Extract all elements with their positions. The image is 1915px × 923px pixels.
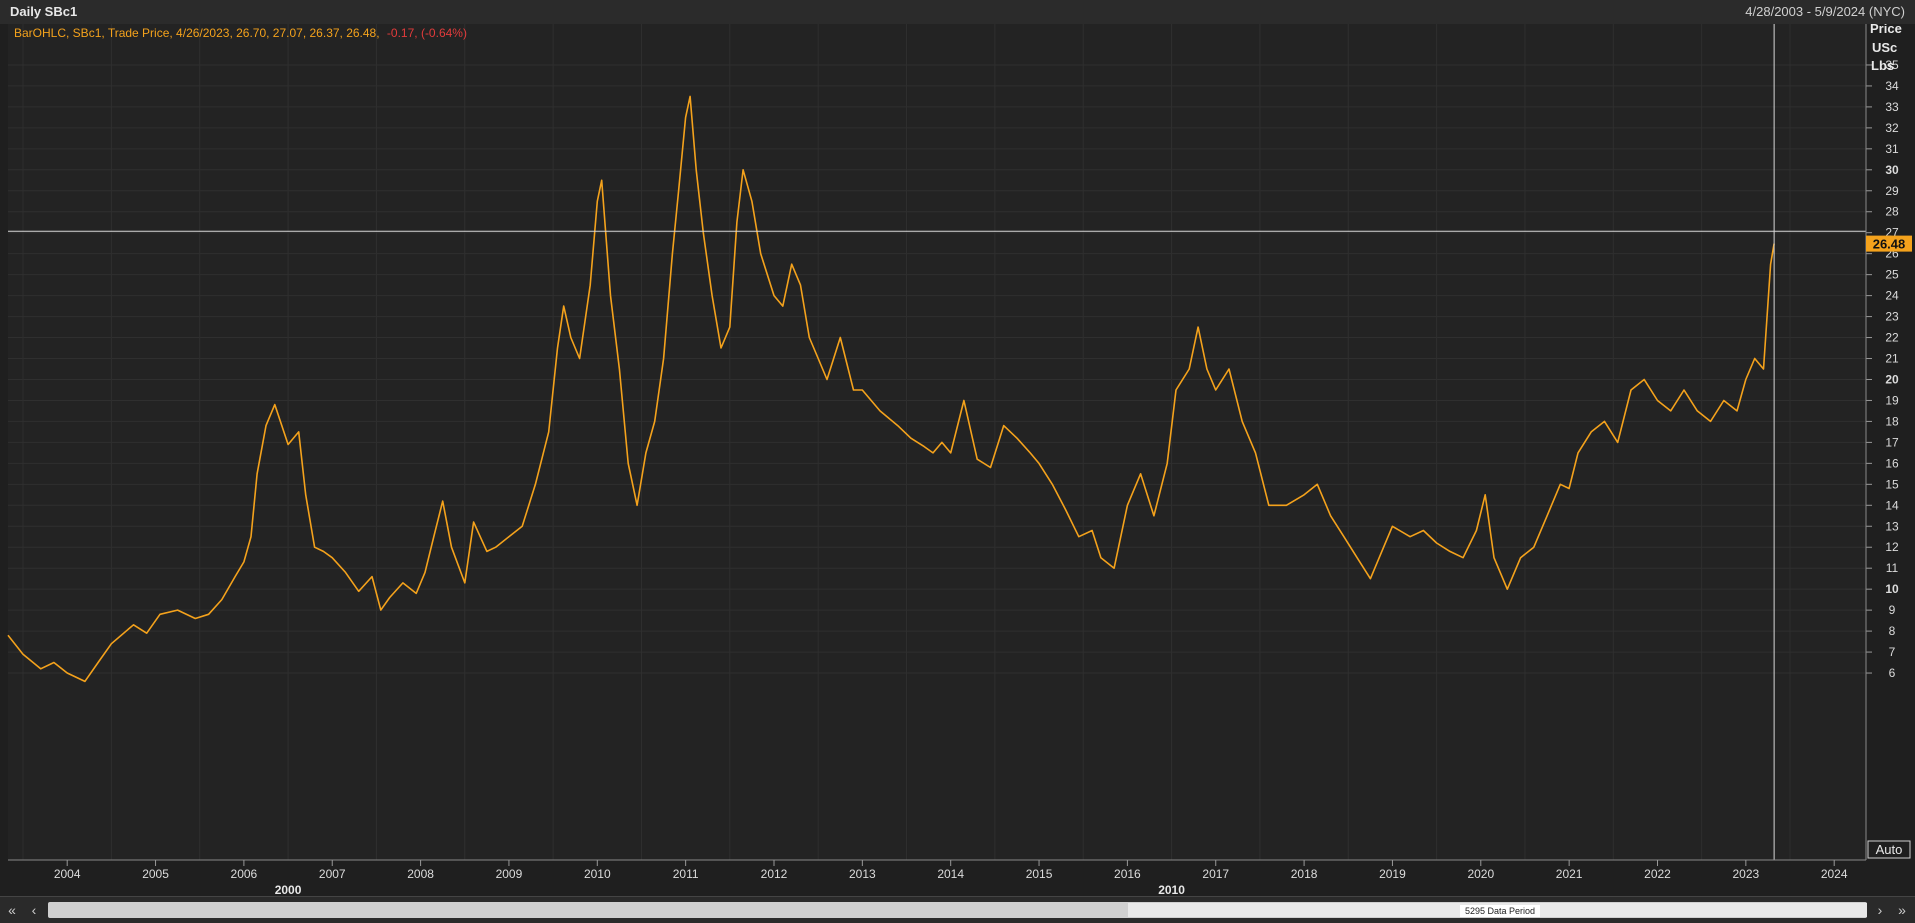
- x-tick-label: 2018: [1291, 867, 1318, 881]
- last-price-label: 26.48: [1873, 237, 1906, 252]
- y-tick-label: 29: [1885, 184, 1899, 198]
- y-tick-label: 18: [1885, 414, 1899, 428]
- date-range: 4/28/2003 - 5/9/2024 (NYC): [1745, 4, 1905, 19]
- legend-change: -0.17, (-0.64%): [387, 26, 467, 40]
- legend-prefix: BarOHLC, SBc1, Trade Price, 4/26/2023, 2…: [14, 26, 380, 40]
- y-tick-label: 12: [1885, 540, 1899, 554]
- x-tick-label: 2016: [1114, 867, 1141, 881]
- double-left-arrow-icon[interactable]: «: [8, 902, 16, 918]
- y-tick-label: 20: [1885, 372, 1899, 386]
- x-tick-label: 2010: [584, 867, 611, 881]
- last-price-marker: 26.48: [1866, 235, 1912, 252]
- x-tick-label: 2006: [231, 867, 258, 881]
- y-tick-label: 34: [1885, 79, 1899, 93]
- x-tick-label: 2011: [673, 867, 699, 881]
- x-axis: 2004 2005 2006 2007 2008 2009 2010 2011 2012 2013…: [8, 859, 1866, 896]
- crosshair: [8, 24, 1866, 860]
- x-tick-label: 2015: [1026, 867, 1053, 881]
- x-tick-label: 2013: [849, 867, 876, 881]
- axis-header-currency: USc: [1872, 40, 1897, 55]
- chart-window-title: Daily SBc1: [10, 4, 78, 19]
- y-tick-label: 35: [1885, 58, 1899, 72]
- grid: [8, 24, 1866, 860]
- x-tick-label: 2009: [496, 867, 523, 881]
- y-tick-label: 28: [1885, 205, 1899, 219]
- y-tick-label: 10: [1885, 582, 1899, 596]
- x-tick-label: 2023: [1732, 867, 1759, 881]
- x-tick-label: 2020: [1467, 867, 1494, 881]
- y-tick-label: 11: [1886, 561, 1899, 575]
- x-tick-label: 2005: [142, 867, 169, 881]
- x-tick-label: 2021: [1556, 867, 1583, 881]
- x-major-label: 2000: [275, 883, 302, 896]
- left-arrow-icon[interactable]: ‹: [31, 902, 37, 918]
- y-axis: 6789101112131415161718192021222324252627…: [1865, 24, 1899, 860]
- x-tick-label: 2019: [1379, 867, 1406, 881]
- price-chart[interactable]: 6789101112131415161718192021222324252627…: [0, 24, 1915, 896]
- y-tick-label: 33: [1885, 100, 1899, 114]
- title-bar: Daily SBc1 4/28/2003 - 5/9/2024 (NYC): [0, 0, 1915, 25]
- y-tick-label: 31: [1885, 142, 1899, 156]
- y-tick-label: 24: [1885, 289, 1899, 303]
- data-period-label: 5295 Data Period: [1460, 905, 1540, 917]
- x-major-label: 2010: [1158, 883, 1185, 896]
- right-arrow-icon[interactable]: ›: [1877, 902, 1883, 918]
- y-tick-label: 30: [1885, 163, 1899, 177]
- y-tick-label: 23: [1885, 310, 1899, 324]
- axis-header-unit: Lbs: [1871, 58, 1894, 73]
- x-tick-label: 2017: [1202, 867, 1229, 881]
- y-tick-label: 8: [1889, 624, 1896, 638]
- y-tick-label: 19: [1885, 393, 1899, 407]
- x-tick-label: 2022: [1644, 867, 1671, 881]
- x-tick-label: 2014: [937, 867, 964, 881]
- axis-header-price: Price: [1870, 24, 1902, 36]
- x-tick-label: 2024: [1821, 867, 1848, 881]
- y-tick-label: 32: [1885, 121, 1899, 135]
- x-tick-label: 2008: [407, 867, 434, 881]
- legend-text: BarOHLC, SBc1, Trade Price, 4/26/2023, 2…: [14, 26, 467, 40]
- auto-scale-button[interactable]: Auto: [1867, 840, 1911, 859]
- price-series-line: [7, 95, 1775, 683]
- double-right-arrow-icon[interactable]: »: [1898, 902, 1906, 918]
- time-scrollbar[interactable]: « ‹ 5295 Data Period › »: [0, 896, 1915, 923]
- y-tick-label: 15: [1885, 477, 1899, 491]
- y-tick-label: 16: [1885, 456, 1899, 470]
- x-tick-label: 2012: [761, 867, 788, 881]
- y-tick-label: 21: [1885, 352, 1899, 366]
- x-tick-label: 2007: [319, 867, 346, 881]
- scroll-track[interactable]: [48, 902, 1867, 918]
- auto-scale-label: Auto: [1876, 842, 1903, 857]
- y-tick-label: 7: [1889, 645, 1896, 659]
- y-tick-label: 14: [1885, 498, 1899, 512]
- y-tick-label: 22: [1885, 331, 1899, 345]
- y-tick-label: 13: [1885, 519, 1899, 533]
- series-layer: [7, 95, 1775, 683]
- y-tick-label: 9: [1889, 603, 1896, 617]
- x-tick-label: 2004: [54, 867, 81, 881]
- y-tick-label: 17: [1885, 435, 1899, 449]
- y-tick-label: 25: [1885, 268, 1899, 282]
- y-tick-label: 6: [1889, 666, 1896, 680]
